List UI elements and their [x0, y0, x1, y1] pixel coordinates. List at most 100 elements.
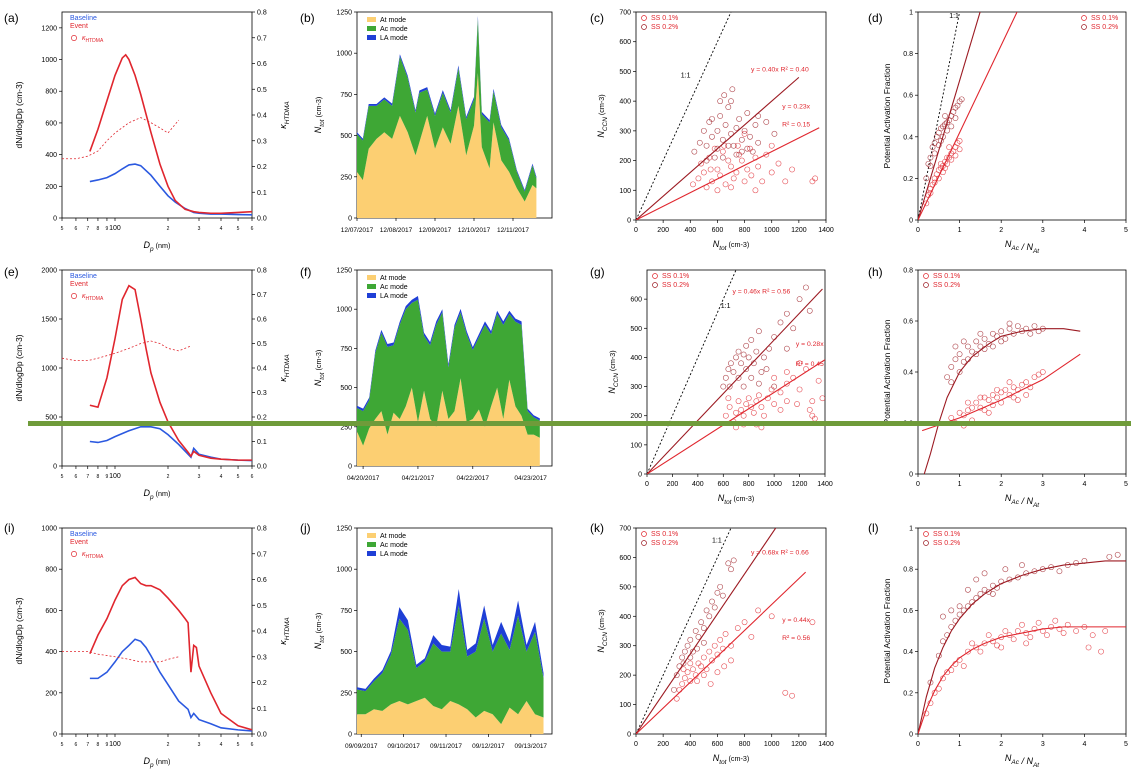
scatter-point [694, 678, 700, 684]
y-tick-label: 250 [340, 424, 352, 431]
scatter-point [733, 124, 740, 131]
scatter-point [1102, 628, 1109, 634]
scatter-point [740, 383, 747, 390]
y-tick-label: 0.6 [903, 93, 913, 100]
y-tick-label: 1200 [41, 25, 57, 32]
plot-area [357, 296, 540, 466]
scatter-point [1014, 323, 1021, 329]
y2-tick-label: 0.6 [257, 317, 267, 324]
line-series [89, 426, 252, 462]
y-tick-label: 0.4 [903, 649, 913, 656]
scatter-point [973, 338, 980, 345]
scatter-point [753, 348, 760, 355]
x-axis-label: NAc / NAt [1005, 493, 1040, 509]
line-series [62, 117, 179, 160]
x-axis-label: Ntot (cm-3) [713, 753, 749, 766]
fit-annotation: y = 0.46x R² = 0.56 [733, 288, 791, 295]
scatter-point [1073, 628, 1079, 634]
panel-b: (b) 12/07/2017 12/08/2017 12/09/2017 12/10/2… [300, 10, 553, 234]
x-tick-label: 12/08/2017 [380, 227, 413, 234]
scatter-point [1031, 323, 1038, 329]
scatter-point [923, 175, 930, 182]
scatter-point [969, 640, 975, 647]
scatter-point [1014, 397, 1021, 403]
legend-label: At mode [380, 533, 406, 540]
scatter-point [730, 557, 737, 564]
legend-label: Event [70, 281, 88, 288]
plot-frame [646, 269, 826, 475]
line-series [89, 163, 252, 216]
legend-label: SS 0.1% [933, 273, 960, 280]
y-tick-label: 750 [340, 608, 352, 615]
x-tick-label: 8 [97, 742, 100, 748]
scatter-point [748, 404, 755, 410]
y-tick-label: 0 [638, 472, 642, 479]
scatter-point [748, 633, 755, 640]
scatter-point [700, 639, 707, 646]
scatter-point [1010, 636, 1017, 643]
x-tick-label: 0 [645, 481, 649, 488]
plot-area [357, 588, 544, 734]
y2-tick-label: 0.3 [257, 138, 267, 145]
y-tick-label: 0.2 [903, 690, 913, 697]
x-tick-label: 3 [1041, 481, 1045, 488]
scatter-point [706, 613, 713, 620]
fit-line [918, 560, 1126, 734]
legend-marker [71, 35, 77, 41]
x-tick-label: 4 [220, 474, 223, 480]
y2-tick-label: 0.0 [257, 216, 267, 223]
x-tick-label: 1 [958, 741, 962, 748]
fit-line [918, 626, 1126, 734]
scatter-point [719, 592, 726, 599]
scatter-point [958, 96, 965, 103]
y-tick-label: 0 [627, 218, 631, 225]
x-axis-label: NAc / NAt [1005, 753, 1040, 769]
y-tick-label: 0 [348, 464, 352, 471]
scatter-point [965, 648, 971, 655]
scatter-point [1010, 394, 1017, 401]
scatter-point [734, 142, 741, 149]
y-tick-label: 600 [630, 297, 642, 304]
y-tick-label: 600 [619, 555, 631, 562]
scatter-point [748, 172, 755, 179]
scatter-point [948, 667, 955, 674]
legend-marker [652, 282, 658, 288]
scatter-point [994, 394, 1000, 401]
scatter-point [1060, 630, 1067, 636]
scatter-point [942, 121, 948, 128]
scatter-point [1052, 617, 1059, 624]
y-tick-label: 700 [619, 526, 631, 533]
scatter-point [728, 657, 734, 664]
scatter-point [956, 138, 963, 144]
scatter-point [940, 613, 946, 620]
scatter-point [1035, 371, 1042, 378]
y2-axis-label: κHTDMA [278, 354, 291, 382]
scatter-point [755, 328, 762, 335]
x-tick-label: 7 [86, 226, 89, 232]
one-to-one-label: 1:1 [712, 538, 722, 545]
scatter-point [969, 348, 975, 355]
legend: SS 0.1% SS 0.2% [1081, 15, 1118, 31]
x-tick-label: 100 [109, 473, 121, 480]
scatter-point [1106, 553, 1113, 560]
scatter-point [806, 307, 813, 314]
legend-label: κHTDMA [82, 551, 104, 560]
scatter-point [703, 666, 710, 673]
legend-marker [923, 273, 929, 279]
scatter-point [998, 328, 1005, 335]
legend-swatch [367, 275, 376, 280]
area-series [357, 605, 544, 725]
y-tick-label: 200 [45, 184, 57, 191]
y2-tick-label: 0.2 [257, 164, 267, 171]
scatter-point [743, 366, 750, 372]
scatter-point [719, 136, 726, 143]
scatter-point [735, 374, 742, 381]
y-tick-label: 0 [53, 464, 57, 471]
plot-area [357, 15, 537, 218]
scatter-point [743, 342, 750, 349]
y-tick-label: 750 [340, 92, 352, 99]
x-tick-label: 200 [667, 481, 679, 488]
scatter-point [755, 163, 762, 170]
scatter-point [981, 640, 988, 647]
scatter-point [952, 152, 959, 159]
